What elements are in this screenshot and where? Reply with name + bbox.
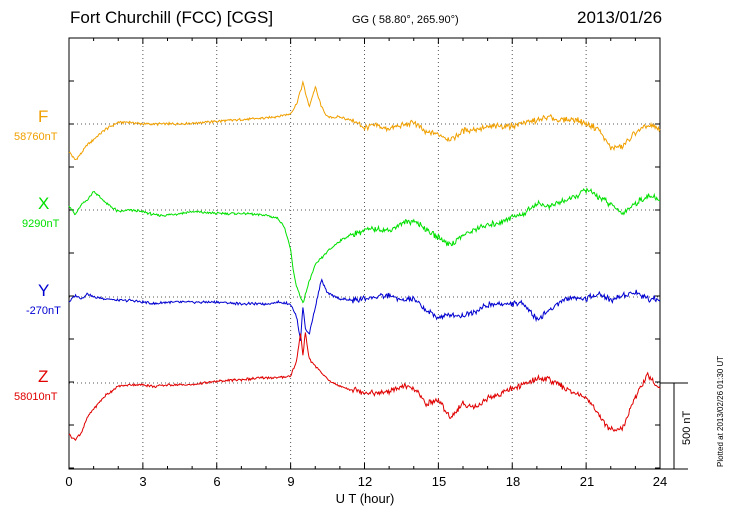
series-line-z (68, 332, 661, 442)
scale-bar-label: 500 nT (681, 410, 693, 445)
series-line-f (68, 80, 661, 161)
x-tick-label: 3 (139, 474, 147, 489)
x-tick-label: 21 (579, 474, 595, 489)
plotted-timestamp: Plotted at 2013/02/26 01:30 UT (716, 355, 725, 467)
station-coordinates: GG ( 58.80°, 265.90°) (352, 14, 459, 26)
series-label-y: Y (38, 281, 50, 300)
x-axis-label: U T (hour) (335, 491, 395, 506)
series-label-z: Z (38, 367, 49, 386)
x-tick-label: 0 (65, 474, 73, 489)
x-tick-label: 18 (505, 474, 521, 489)
x-tick-label: 6 (213, 474, 221, 489)
x-tick-label: 24 (652, 474, 668, 489)
baseline-label-f: 58760nT (14, 131, 58, 143)
axis-ticks (68, 38, 661, 469)
series-line-x (68, 187, 660, 304)
x-tick-label: 12 (357, 474, 373, 489)
baseline-label-y: -270nT (26, 305, 61, 317)
baseline-label-z: 58010nT (14, 391, 58, 403)
x-tick-label: 9 (287, 474, 295, 489)
series-line-y (68, 278, 661, 341)
station-title: Fort Churchill (FCC) [CGS] (70, 8, 274, 27)
series-label-x: X (38, 194, 50, 213)
chart-date: 2013/01/26 (577, 8, 663, 27)
grid-lines (69, 38, 660, 469)
series-label-f: F (38, 107, 49, 126)
scale-bar (660, 382, 688, 470)
baseline-label-x: 9290nT (22, 218, 60, 230)
series-lines (68, 80, 661, 442)
x-tick-label: 15 (431, 474, 447, 489)
